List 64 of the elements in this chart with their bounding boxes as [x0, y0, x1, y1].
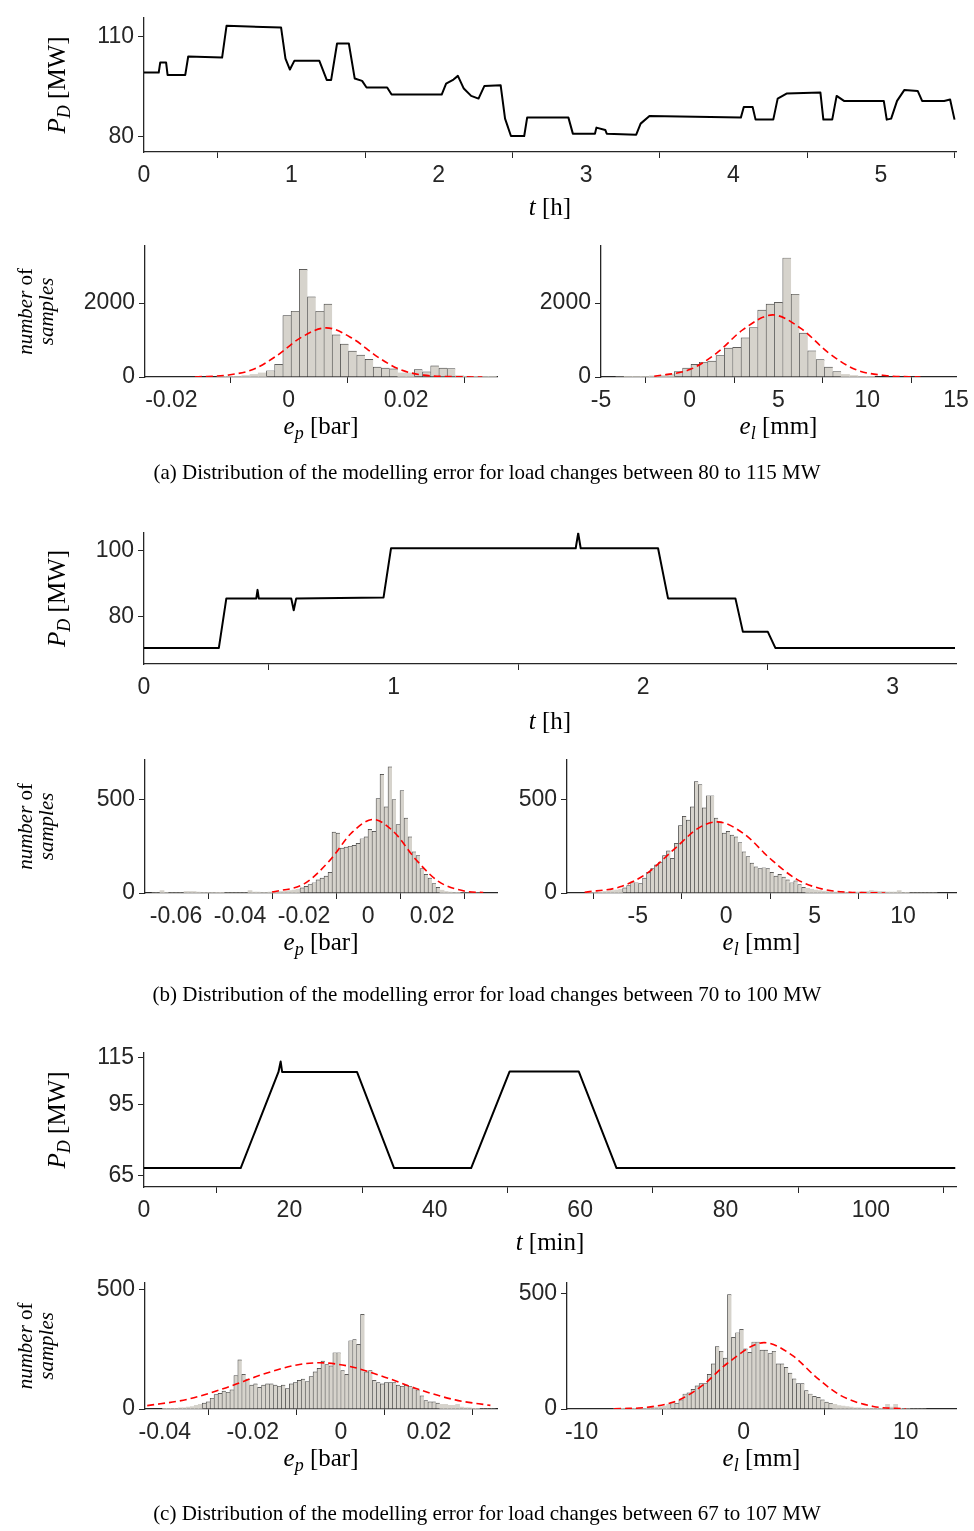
y-axis-title: PD [MW] — [42, 36, 75, 135]
x-tick-label: 1 — [284, 161, 298, 188]
x-tick-label: -10 — [564, 1418, 599, 1445]
x-tick-label: 15 — [943, 386, 969, 413]
text: (c) Distribution of the modelling error for load changes between 67 to 107 MW — [152, 1501, 822, 1526]
text: (a) Distribution of the modelling error for load changes between 80 to 115 MW — [152, 460, 822, 485]
y-tick-label: 100 — [95, 536, 134, 563]
y-tick-label: 500 — [518, 1278, 557, 1305]
x-tick-label: 5 — [808, 902, 821, 929]
x-tick-label: 10 — [892, 1418, 919, 1445]
x-tick-label: 0 — [334, 1418, 348, 1445]
y-tick-label: 500 — [96, 1274, 135, 1301]
x-tick-label: 80 — [712, 1196, 739, 1223]
x-tick-label: 2 — [636, 673, 650, 700]
x-tick-label: -0.04 — [213, 902, 267, 929]
y-tick-label: 0 — [122, 878, 135, 905]
y-tick-label: 65 — [108, 1161, 134, 1187]
x-tick-label: 100 — [851, 1196, 891, 1223]
y-tick-label: 115 — [97, 1042, 134, 1069]
x-tick-label: 5 — [874, 161, 888, 188]
y-tick-label: 80 — [108, 122, 134, 149]
y-tick-label: 0 — [122, 1394, 135, 1421]
x-tick-label: 0.02 — [406, 1418, 452, 1445]
x-tick-label: 3 — [886, 673, 900, 700]
y-tick-label: 0 — [544, 878, 557, 905]
y-tick-label: 0 — [122, 362, 135, 389]
x-tick-label: 0 — [719, 902, 733, 929]
x-tick-label: 10 — [890, 902, 916, 929]
y-tick-label: 2000 — [83, 288, 135, 315]
x-tick-label: 2 — [432, 161, 446, 188]
y-axis-title: PD [MW] — [42, 1071, 75, 1170]
x-axis-title: t [min] — [515, 1227, 585, 1255]
x-tick-label: 0 — [282, 386, 296, 413]
y-tick-label: 80 — [108, 601, 134, 628]
x-tick-label: 0 — [361, 902, 375, 929]
y-tick-label: 500 — [518, 784, 557, 811]
x-axis-title: t [h] — [528, 706, 572, 734]
x-tick-label: 0 — [737, 1418, 751, 1445]
x-axis-title: t [h] — [528, 192, 572, 220]
x-tick-label: 4 — [727, 161, 741, 188]
x-tick-label: 20 — [276, 1196, 303, 1223]
y-tick-label: 500 — [96, 784, 135, 811]
x-tick-label: 40 — [421, 1196, 448, 1223]
x-tick-label: 0 — [683, 386, 697, 413]
x-tick-label: 5 — [772, 386, 785, 413]
x-tick-label: 60 — [567, 1196, 593, 1223]
x-tick-label: -5 — [590, 386, 612, 413]
y-tick-label: 110 — [97, 22, 134, 49]
y-axis-title: PD [MW] — [42, 549, 75, 648]
x-tick-label: -0.04 — [138, 1418, 192, 1445]
x-tick-label: -0.06 — [149, 902, 203, 929]
x-tick-label: -0.02 — [145, 386, 198, 413]
x-tick-label: -5 — [627, 902, 648, 929]
x-tick-label: 3 — [579, 161, 593, 188]
y-tick-label: 0 — [544, 1394, 557, 1421]
x-tick-label: -0.02 — [226, 1418, 280, 1445]
x-tick-label: -0.02 — [277, 902, 331, 929]
y-tick-label: 2000 — [539, 288, 591, 315]
text: (b) Distribution of the modelling error for load changes between 70 to 100 MW — [151, 982, 823, 1007]
x-tick-label: 0.02 — [383, 386, 429, 413]
x-tick-label: 0.02 — [409, 902, 455, 929]
y-tick-label: 95 — [108, 1090, 134, 1117]
x-tick-label: 1 — [387, 673, 400, 700]
x-tick-label: 10 — [854, 386, 881, 413]
